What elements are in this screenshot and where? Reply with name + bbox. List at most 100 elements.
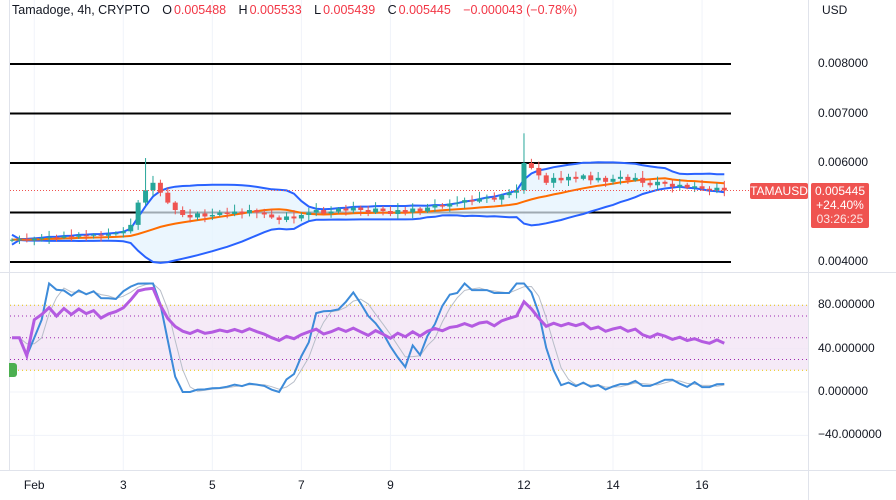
current-price-tag: 0.005445 +24.40% 03:26:25 — [811, 183, 869, 228]
candle-body — [343, 208, 349, 211]
candle-body — [514, 190, 520, 193]
candles — [9, 133, 727, 246]
candle-body — [246, 210, 252, 214]
candle-body — [350, 207, 356, 211]
candle-body — [373, 208, 379, 213]
candle-body — [365, 210, 371, 213]
candle-body — [328, 211, 334, 214]
candle-body — [692, 186, 698, 188]
candle-body — [172, 202, 178, 211]
candle-body — [625, 176, 631, 181]
low-label: L — [314, 3, 322, 17]
candle-body — [595, 177, 601, 181]
candle-body — [521, 163, 527, 191]
candle-body — [677, 184, 683, 187]
candle-body — [647, 182, 653, 186]
x-tick-label: 14 — [606, 478, 620, 492]
x-tick-label: 5 — [208, 478, 216, 492]
change-percent: +24.40% — [816, 198, 864, 212]
candle-body — [484, 197, 490, 199]
candle-body — [714, 187, 720, 191]
stoch-k-line — [12, 281, 725, 394]
candle-body — [432, 205, 438, 208]
candle-body — [335, 208, 341, 212]
candle-body — [387, 211, 393, 214]
candle-body — [662, 181, 668, 184]
candle-body — [68, 236, 74, 238]
candle-body — [402, 210, 408, 213]
oscillator-tick-label: 40.000000 — [818, 340, 875, 355]
candle-body — [506, 192, 512, 196]
candle-body — [580, 175, 586, 179]
candle-body — [120, 231, 126, 234]
symbol-legend: Tamadoge, 4h, CRYPTO O 0.005488 H 0.005533… — [12, 3, 579, 17]
candle-body — [217, 212, 223, 215]
candle-body — [380, 208, 386, 212]
price-tick-label: 0.007000 — [818, 105, 869, 120]
candle-body — [469, 200, 475, 202]
candle-body — [410, 208, 416, 213]
candle-body — [113, 233, 119, 235]
candle-body — [425, 207, 431, 212]
oscillator-tick-label: 80.000000 — [818, 297, 875, 312]
candle-body — [232, 211, 238, 214]
bar-countdown: 03:26:25 — [816, 212, 864, 226]
candle-body — [499, 195, 505, 200]
candle-body — [128, 224, 134, 232]
candle-body — [476, 198, 482, 202]
x-tick-label: 16 — [695, 478, 709, 492]
candle-body — [31, 238, 37, 241]
candle-body — [150, 182, 156, 191]
candle-body — [462, 200, 468, 203]
candle-body — [83, 235, 89, 237]
candle-body — [321, 210, 327, 214]
candle-body — [610, 178, 616, 182]
candle-body — [298, 214, 304, 219]
candle-body — [491, 197, 497, 200]
candle-body — [261, 212, 267, 215]
candle-body — [699, 186, 705, 189]
candle-body — [195, 213, 200, 218]
candle-body — [573, 176, 579, 179]
symbol-title: Tamadoge, 4h, CRYPTO — [12, 3, 150, 17]
candle-body — [617, 176, 623, 179]
symbol-price-tag: TAMAUSD — [750, 183, 808, 199]
candle-body — [239, 211, 245, 214]
candle-body — [566, 176, 571, 181]
oscillator-pane — [10, 281, 808, 394]
candle-body — [603, 177, 609, 182]
candle-body — [187, 214, 193, 218]
candle-body — [91, 234, 97, 236]
candle-body — [135, 202, 141, 225]
price-tick-label: 0.008000 — [818, 56, 869, 70]
candle-body — [54, 237, 60, 239]
x-tick-label: 7 — [298, 478, 305, 492]
x-tick-label: Feb — [23, 478, 45, 492]
oscillator-tick-label: 0.000000 — [818, 384, 869, 398]
candle-body — [269, 214, 275, 218]
high-label: H — [238, 3, 248, 17]
rsi-band-fill — [10, 305, 808, 371]
candle-body — [558, 177, 564, 181]
candle-body — [209, 214, 215, 217]
candle-body — [358, 207, 364, 211]
bollinger-lower — [11, 185, 725, 264]
candle-body — [395, 210, 401, 214]
candle-body — [536, 167, 542, 176]
candle-body — [143, 190, 149, 203]
candle-body — [454, 202, 460, 204]
candle-body — [439, 205, 445, 207]
candle-body — [684, 184, 690, 188]
candle-body — [46, 237, 52, 239]
high-value: 0.005533 — [249, 3, 302, 17]
candle-body — [39, 238, 45, 240]
indicator-marker[interactable] — [9, 363, 17, 377]
candle-body — [9, 239, 15, 241]
candle-body — [76, 235, 82, 237]
candle-body — [61, 236, 67, 238]
candle-body — [543, 175, 549, 183]
currency-label[interactable]: USD — [822, 3, 848, 17]
candle-body — [306, 212, 312, 215]
candle-body — [24, 239, 30, 241]
